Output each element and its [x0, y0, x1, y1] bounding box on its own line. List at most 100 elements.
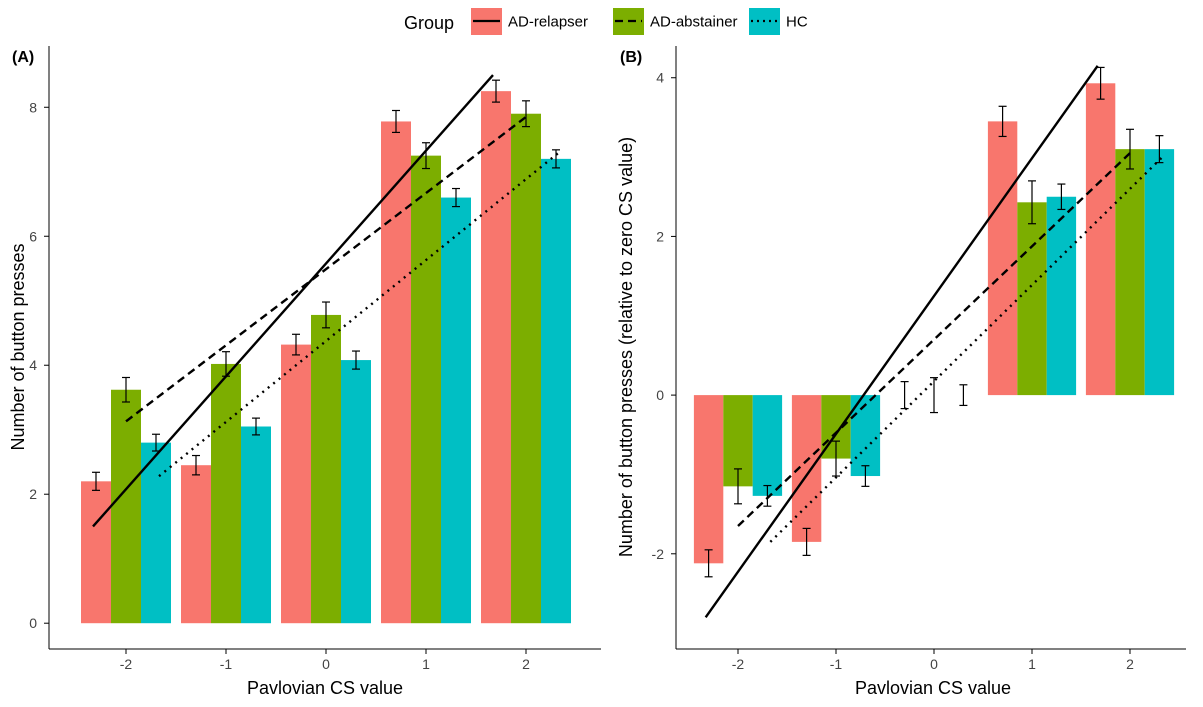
- x-tick-label--2: -2: [732, 656, 745, 672]
- y-tick-label-4: 4: [29, 357, 37, 373]
- panel-b-x-axis-title: Pavlovian CS value: [855, 678, 1011, 698]
- y-tick-label-6: 6: [29, 228, 37, 244]
- x-tick-label-0: 0: [930, 656, 938, 672]
- bar-ad-abstainer-1: [411, 155, 441, 624]
- y-tick-label-2: 2: [656, 228, 664, 244]
- fit-line-ad-abstainer: [125, 115, 527, 423]
- error-bar-hc-0: [959, 384, 968, 407]
- error-bar-ad-relapser--2: [92, 471, 100, 491]
- x-tick-label-0: 0: [322, 656, 330, 672]
- bar-ad-relapser-2: [481, 91, 511, 624]
- panel-b-y-ticks: -2 0 2 4: [652, 70, 676, 562]
- bar-hc--2: [752, 395, 783, 496]
- bar-hc--1: [850, 395, 881, 477]
- panel-a-y-ticks: 0 2 4 6 8: [29, 99, 49, 631]
- bar-hc-2: [541, 158, 571, 624]
- bar-ad-relapser--1: [181, 465, 211, 624]
- bar-hc--2: [141, 442, 171, 624]
- error-bar-hc--1: [861, 465, 870, 487]
- x-tick-label-1: 1: [1028, 656, 1036, 672]
- panel-b-x-ticks: -2 -1 0 1 2: [732, 649, 1134, 672]
- panel-a-x-axis-title: Pavlovian CS value: [247, 678, 403, 698]
- legend-entry-ad-relapser: AD-relapser: [471, 8, 588, 35]
- error-bar-hc--1: [252, 417, 260, 436]
- y-tick-label-8: 8: [29, 99, 37, 115]
- error-bar-ad-relapser-2: [492, 79, 500, 103]
- error-bar-ad-relapser-1: [392, 109, 400, 134]
- bar-ad-relapser--1: [791, 395, 822, 542]
- fit-line-ad-relapser: [92, 74, 494, 528]
- panel-label-a: (A): [12, 49, 34, 66]
- bar-hc-0: [341, 360, 371, 624]
- error-bar-hc--2: [763, 484, 772, 507]
- error-bar-ad-relapser--1: [802, 527, 811, 556]
- bar-ad-relapser-0: [281, 344, 311, 624]
- error-bar-hc-2: [552, 149, 560, 169]
- bar-ad-relapser--2: [693, 395, 724, 564]
- panel-b: (B) -2 0 2 4 -2 -1 0 1 2 Pavlovian CS value Num…: [616, 46, 1186, 698]
- legend-label-hc: HC: [786, 14, 808, 31]
- error-bar-hc-1: [452, 187, 460, 208]
- bar-hc--1: [241, 426, 271, 624]
- x-tick-label--2: -2: [120, 656, 133, 672]
- bar-ad-abstainer--1: [211, 363, 241, 624]
- y-tick-label-4: 4: [656, 70, 664, 86]
- legend-entry-hc: HC: [749, 8, 808, 35]
- y-tick-label-0: 0: [656, 387, 664, 403]
- error-bar-ad-abstainer-2: [1126, 128, 1134, 170]
- bar-ad-relapser--2: [81, 481, 111, 624]
- y-tick-label--2: -2: [652, 546, 665, 562]
- legend-label-ad-abstainer: AD-abstainer: [650, 14, 738, 31]
- panel-a-bars: [81, 91, 571, 624]
- panel-label-b: (B): [620, 49, 642, 66]
- bar-ad-relapser-2: [1085, 83, 1116, 396]
- x-tick-label--1: -1: [220, 656, 233, 672]
- legend-entry-ad-abstainer: AD-abstainer: [613, 8, 738, 35]
- error-bar-hc-1: [1057, 183, 1066, 211]
- panel-a: (A) 0 2 4 6 8 -2 -1 0 1 2 Pavlovian CS value Num…: [8, 46, 601, 698]
- panel-b-bars: [693, 83, 1175, 564]
- bar-ad-abstainer-2: [1115, 149, 1145, 396]
- bar-ad-relapser-1: [381, 121, 411, 624]
- bar-ad-abstainer-0: [311, 314, 341, 624]
- bar-ad-abstainer-2: [511, 113, 541, 624]
- error-bar-ad-relapser--2: [704, 549, 713, 578]
- error-bar-ad-relapser-0: [900, 381, 909, 410]
- error-bar-ad-abstainer--2: [734, 468, 742, 505]
- error-bar-hc-2: [1155, 135, 1164, 164]
- panel-b-fit-lines: [704, 65, 1164, 618]
- bar-ad-relapser-1: [987, 121, 1018, 396]
- error-bar-ad-relapser-0: [292, 333, 300, 356]
- fit-line-ad-relapser: [704, 65, 1099, 618]
- error-bar-ad-abstainer-0: [930, 377, 938, 414]
- error-bar-ad-relapser-1: [998, 105, 1007, 138]
- bar-hc-2: [1144, 149, 1175, 396]
- error-bar-ad-abstainer-1: [422, 142, 430, 170]
- bar-hc-1: [441, 197, 471, 624]
- bar-ad-abstainer--2: [111, 389, 141, 624]
- error-bar-ad-abstainer-0: [322, 301, 330, 329]
- error-bar-hc-0: [352, 350, 360, 370]
- panel-a-fit-lines: [92, 74, 560, 528]
- panel-a-y-axis-title: Number of button presses: [8, 243, 28, 450]
- error-bar-ad-abstainer--2: [122, 376, 130, 403]
- error-bar-ad-abstainer-2: [522, 100, 530, 128]
- x-tick-label-1: 1: [422, 656, 430, 672]
- x-tick-label-2: 2: [1126, 656, 1134, 672]
- panel-b-error-bars: [704, 66, 1164, 578]
- legend-label-ad-relapser: AD-relapser: [508, 14, 588, 31]
- fit-line-hc: [769, 156, 1164, 543]
- y-tick-label-2: 2: [29, 486, 37, 502]
- legend-title: Group: [404, 13, 454, 33]
- x-tick-label--1: -1: [830, 656, 843, 672]
- error-bar-ad-abstainer-1: [1028, 180, 1036, 225]
- y-tick-label-0: 0: [29, 615, 37, 631]
- panel-b-y-axis-title: Number of button presses (relative to ze…: [616, 137, 636, 557]
- error-bar-ad-relapser--1: [192, 454, 200, 476]
- fit-line-hc: [158, 151, 560, 478]
- panel-a-x-ticks: -2 -1 0 1 2: [120, 649, 530, 672]
- bar-hc-1: [1046, 196, 1077, 396]
- x-tick-label-2: 2: [522, 656, 530, 672]
- bar-ad-abstainer-1: [1017, 202, 1047, 396]
